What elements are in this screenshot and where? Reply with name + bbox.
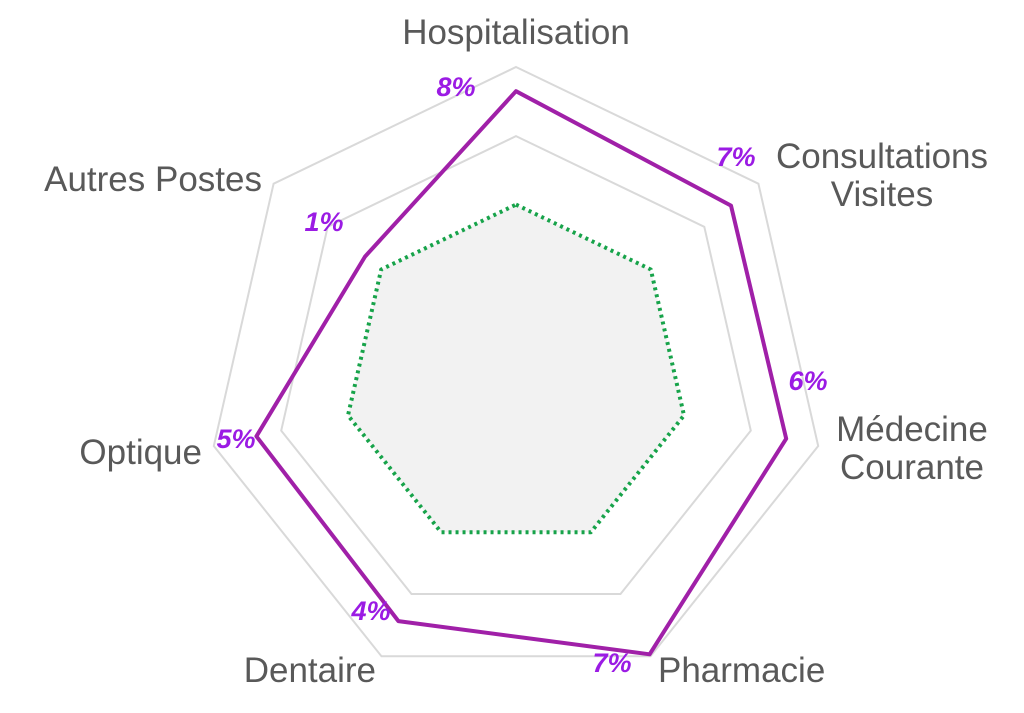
value-labels: 8% 7% 6% 7% 4% 5% 1% — [216, 72, 827, 678]
axis-label-optique: Optique — [79, 433, 202, 472]
axis-label-autres-postes: Autres Postes — [44, 160, 262, 199]
axis-label-dentaire: Dentaire — [244, 651, 376, 690]
series-layer — [254, 89, 789, 657]
axis-label-pharmacie: Pharmacie — [658, 651, 825, 690]
axis-labels: Hospitalisation Consultations Visites Médec… — [44, 13, 988, 690]
value-label-7: 1% — [304, 207, 343, 237]
series-solid-polygon — [254, 89, 789, 657]
axis-label-m-decine-courante: Médecine Courante — [836, 410, 988, 487]
value-label-3: 6% — [788, 366, 827, 396]
value-label-1: 8% — [436, 72, 475, 102]
value-label-4: 7% — [592, 648, 631, 678]
axis-label-hospitalisation: Hospitalisation — [402, 13, 630, 52]
value-label-6: 5% — [216, 424, 255, 454]
value-label-5: 4% — [350, 596, 390, 626]
grid-rings — [212, 65, 820, 658]
axis-label-consultations-visites: Consultations Visites — [776, 137, 988, 214]
series-dotted-polygon — [346, 202, 686, 535]
grid-ring-1 — [280, 134, 752, 595]
grid-ring-2 — [212, 65, 820, 658]
value-label-2: 7% — [716, 142, 755, 172]
